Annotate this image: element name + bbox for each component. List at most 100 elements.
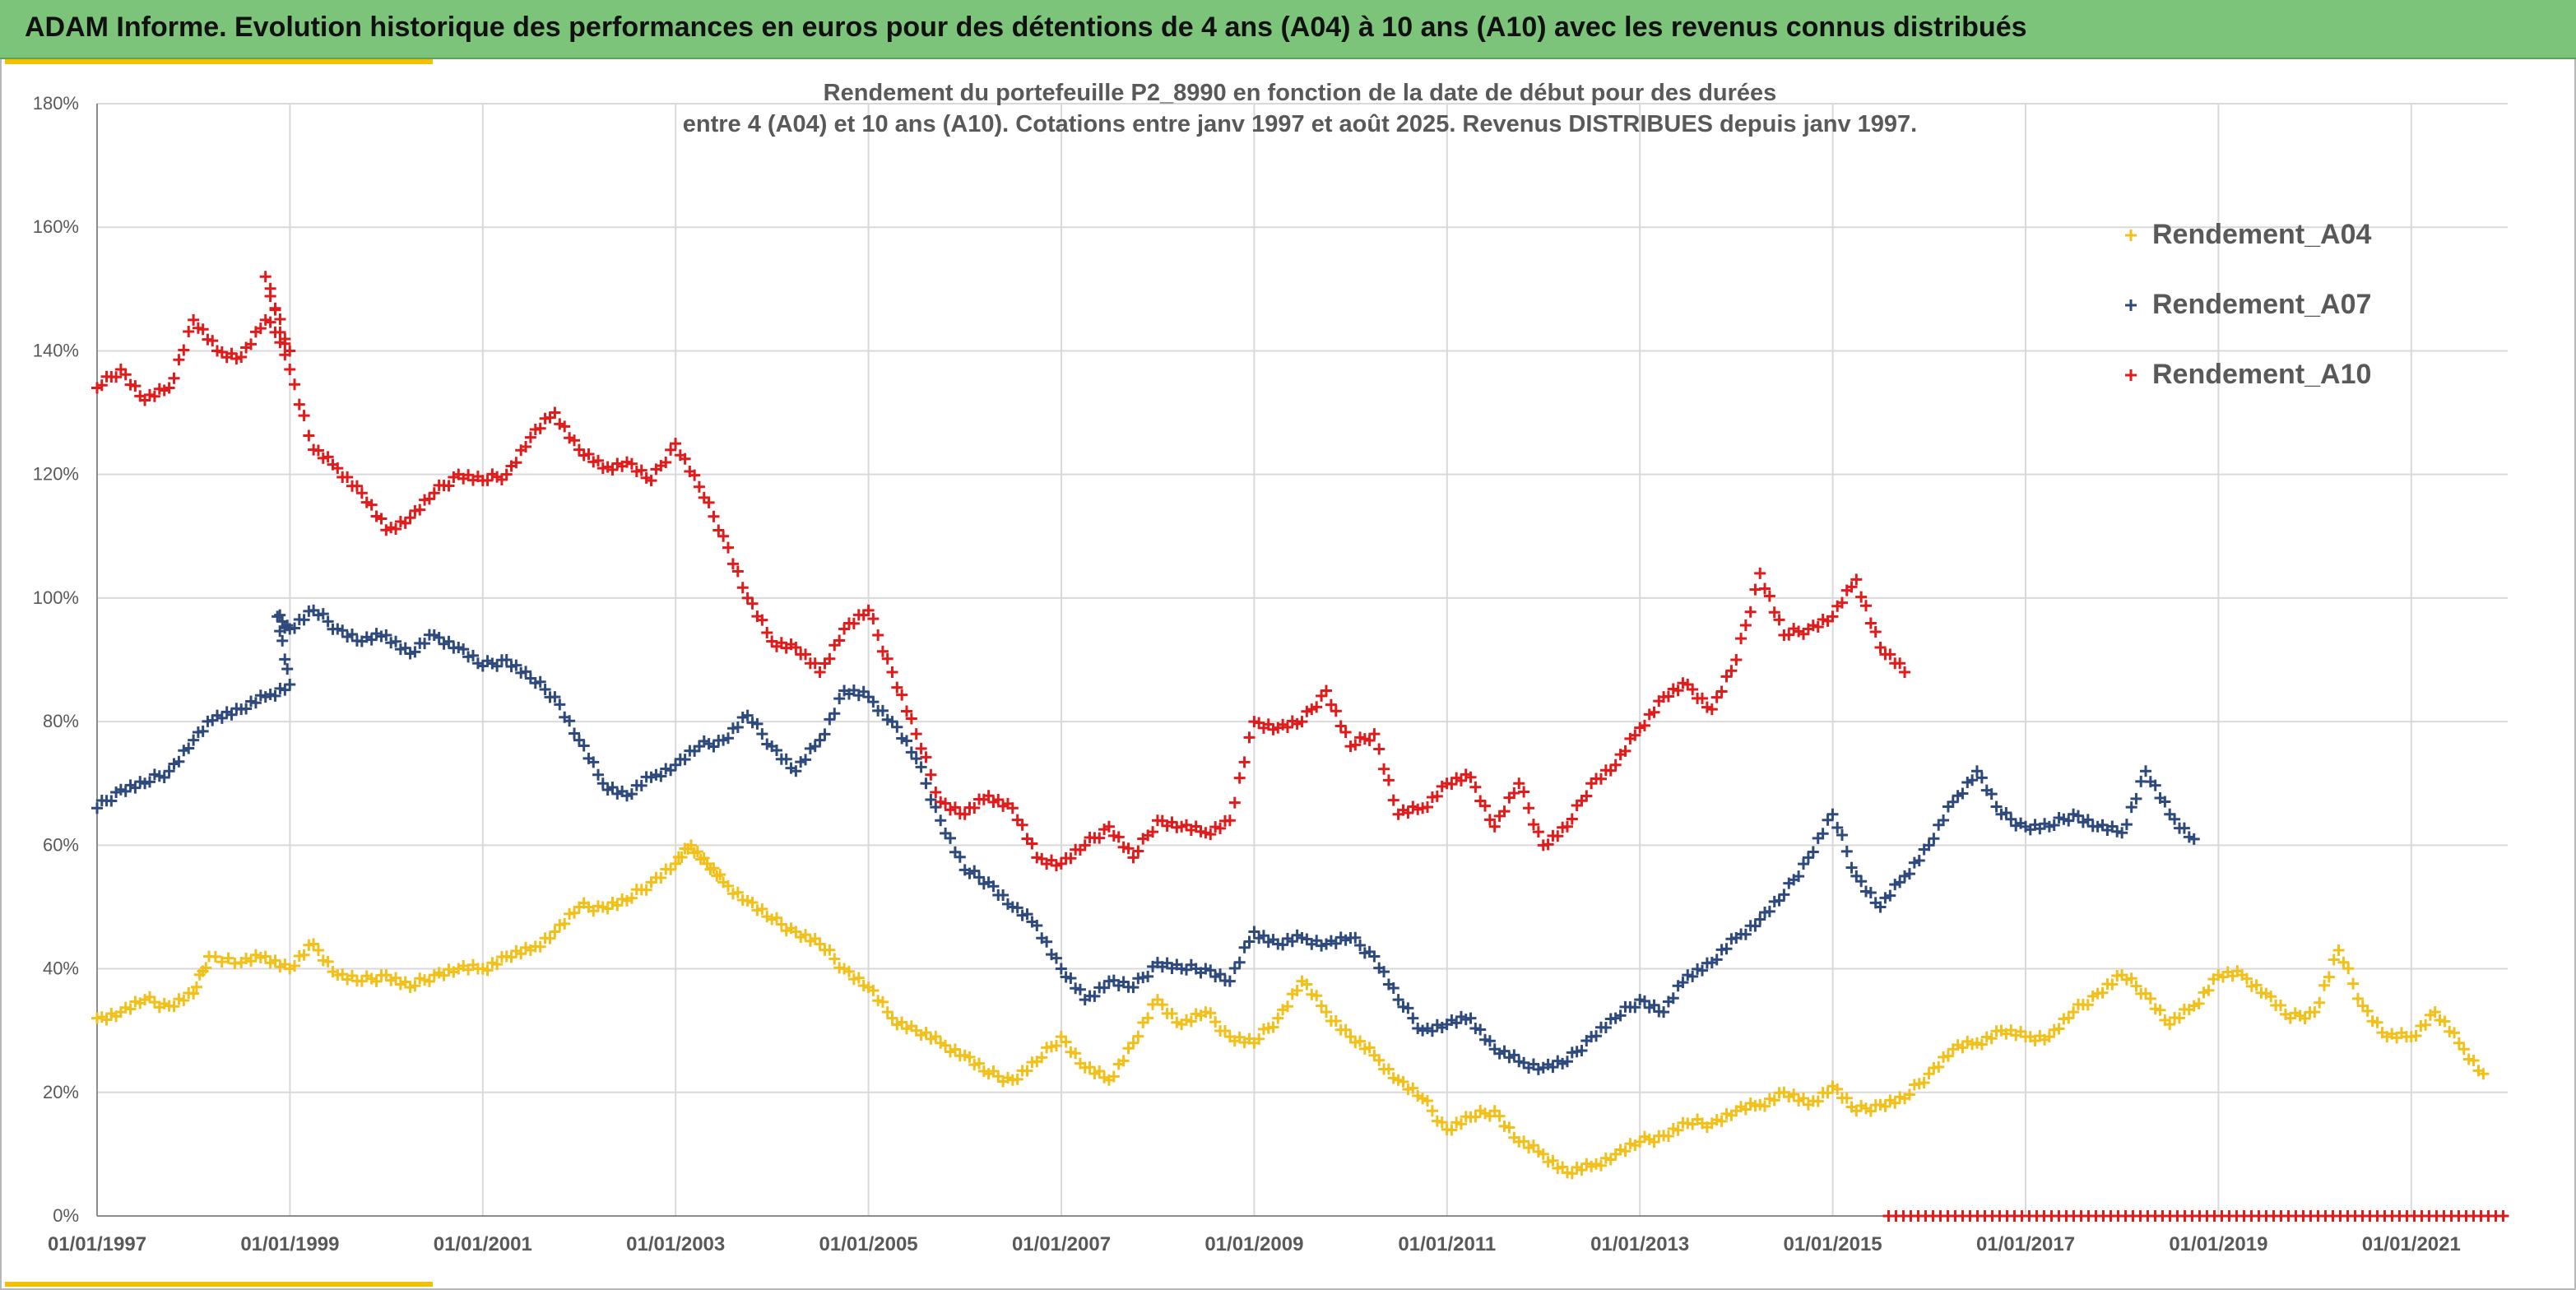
data-point — [1469, 1111, 1482, 1123]
data-point — [259, 271, 272, 283]
data-point — [833, 693, 846, 705]
data-point — [1855, 875, 1868, 888]
data-point — [1392, 994, 1404, 1006]
data-point — [1513, 777, 1525, 790]
data-point — [1826, 610, 1839, 623]
data-point — [1330, 705, 1342, 717]
data-point — [920, 751, 932, 763]
data-point — [1826, 808, 1839, 820]
data-point — [1537, 1148, 1549, 1160]
data-point — [2125, 972, 2137, 985]
data-point — [1874, 901, 1887, 913]
data-point — [1773, 614, 1785, 626]
data-point — [284, 363, 296, 375]
data-point — [1204, 828, 1217, 841]
data-point — [559, 917, 571, 930]
data-point — [756, 728, 768, 740]
data-point — [1763, 590, 1775, 602]
data-point — [891, 681, 903, 694]
data-point — [800, 754, 812, 766]
data-point — [534, 675, 546, 688]
data-point — [2453, 1037, 2465, 1049]
data-point — [828, 953, 841, 965]
data-point — [842, 965, 855, 977]
data-point — [1831, 822, 1844, 833]
data-point — [1363, 1042, 1376, 1054]
data-point — [833, 634, 846, 647]
data-point — [1488, 820, 1501, 833]
data-point — [1518, 786, 1530, 798]
data-point — [1566, 813, 1578, 825]
data-point — [1599, 1022, 1612, 1034]
data-point — [1629, 729, 1641, 741]
data-point — [1793, 870, 1805, 883]
y-tick-label: 180% — [33, 93, 79, 114]
data-point — [958, 808, 971, 820]
data-point — [1527, 819, 1539, 831]
data-point — [665, 443, 677, 456]
data-point — [1720, 671, 1733, 683]
data-point — [312, 444, 324, 457]
data-point — [289, 622, 301, 634]
data-point — [1561, 820, 1573, 833]
data-point — [1070, 1047, 1082, 1060]
data-point — [775, 918, 787, 930]
y-tick-label: 20% — [43, 1082, 79, 1102]
data-point — [790, 765, 802, 777]
data-point — [2342, 963, 2355, 975]
data-point — [973, 871, 986, 884]
data-point — [731, 565, 744, 578]
data-point — [1903, 1088, 1915, 1101]
data-point — [1436, 1116, 1448, 1129]
data-point — [670, 438, 682, 450]
data-point — [1720, 943, 1733, 955]
data-point — [419, 638, 431, 650]
data-point — [1594, 773, 1607, 785]
y-tick-label: 80% — [43, 711, 79, 731]
data-point — [1214, 822, 1227, 834]
data-point — [691, 846, 703, 858]
data-point — [1378, 763, 1390, 775]
data-point — [1238, 941, 1251, 954]
data-point — [1233, 956, 1246, 968]
data-point — [259, 950, 272, 963]
data-point — [645, 475, 657, 487]
data-point — [1532, 826, 1544, 838]
data-point — [520, 666, 532, 678]
data-point — [1060, 1036, 1072, 1048]
data-point — [322, 955, 334, 968]
data-point — [1913, 854, 1925, 866]
data-point — [1316, 1000, 1328, 1012]
data-point — [312, 944, 324, 957]
data-point — [693, 480, 705, 493]
data-point — [1387, 982, 1399, 994]
data-point — [1088, 990, 1101, 1002]
data-point — [564, 715, 576, 727]
data-point — [365, 499, 378, 511]
data-point — [1431, 790, 1443, 802]
data-point — [500, 654, 513, 666]
data-point — [876, 645, 889, 657]
data-point — [222, 952, 234, 964]
data-point — [207, 335, 219, 347]
data-point — [1831, 1083, 1844, 1095]
data-point — [119, 369, 132, 381]
data-point — [549, 406, 561, 419]
data-point — [800, 929, 812, 941]
data-point — [1956, 787, 1969, 800]
data-point — [685, 839, 697, 851]
data-point — [1493, 1110, 1506, 1122]
data-point — [481, 474, 494, 486]
data-point — [1223, 814, 1236, 827]
data-point — [183, 742, 195, 754]
data-point — [1864, 887, 1877, 899]
data-point — [2106, 978, 2119, 991]
data-point — [276, 634, 289, 647]
data-point — [2144, 992, 2156, 1005]
data-point — [790, 641, 802, 653]
data-point — [390, 635, 402, 647]
data-point — [915, 742, 927, 754]
data-point — [679, 452, 691, 465]
data-point — [2351, 992, 2364, 1005]
data-point — [2332, 944, 2345, 957]
